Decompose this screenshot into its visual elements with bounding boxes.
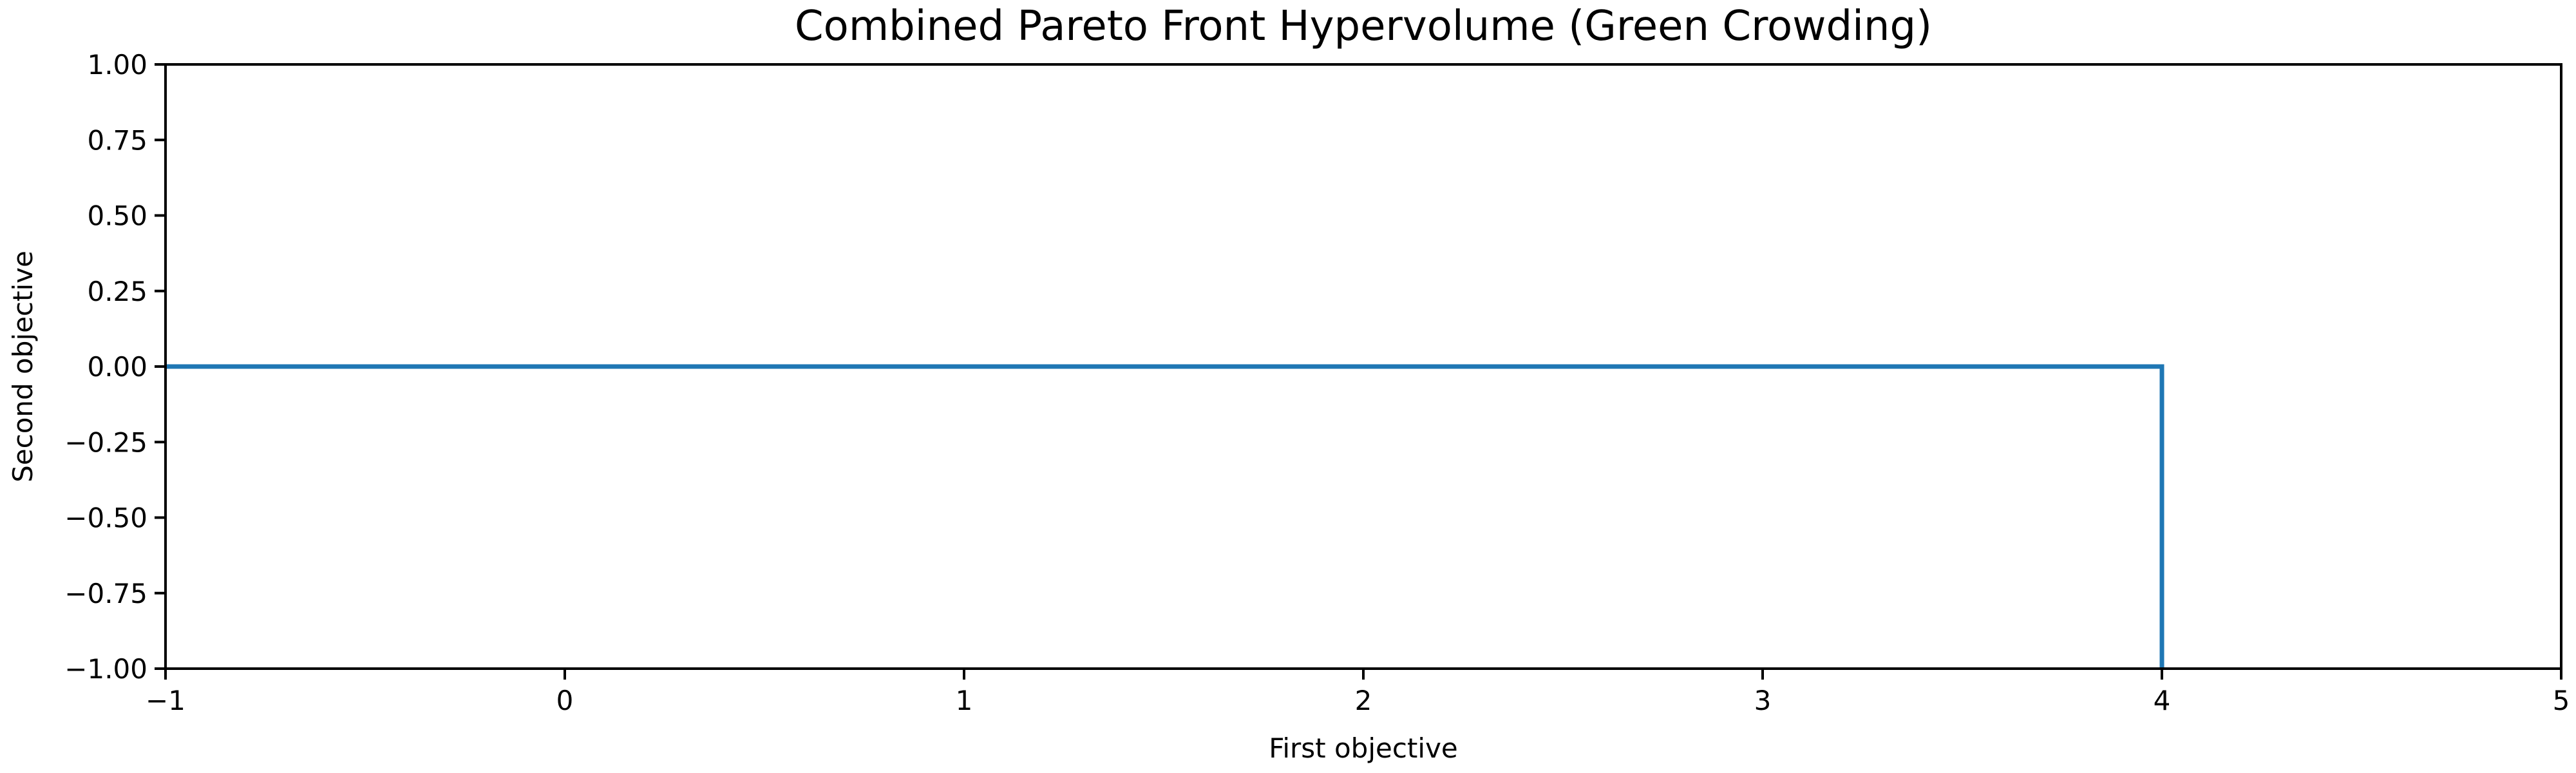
y-tick-label: 0.25 [87,276,147,307]
x-axis: −1 0 1 2 3 4 5 [146,669,2570,716]
y-tick-label: −1.00 [64,653,147,685]
y-tick-label: 0.75 [87,124,147,156]
y-tick-label: −0.25 [64,426,147,458]
y-tick-label: −0.50 [64,502,147,534]
series-line-0 [166,364,2164,669]
x-tick-label: 1 [956,685,973,716]
x-tick-label: 5 [2553,685,2570,716]
y-axis-label: Second objective [7,251,39,482]
y-tick-label: −0.75 [64,578,147,609]
series-layer [166,364,2164,669]
x-tick-label: 3 [1754,685,1772,716]
x-tick-label: 2 [1355,685,1372,716]
y-tick-label: 0.50 [87,200,147,232]
x-tick-label: 4 [2154,685,2171,716]
y-tick-label: 0.00 [87,351,147,383]
x-tick-label: −1 [146,685,185,716]
x-tick-label: 0 [556,685,574,716]
y-tick-label: 1.00 [87,49,147,81]
y-axis: 1.00 0.75 0.50 0.25 0.00 −0.25 −0.50 −0.75 −1.00 [64,49,166,685]
chart-title: Combined Pareto Front Hypervolume (Green… [795,3,1932,50]
x-axis-label: First objective [1269,732,1458,764]
